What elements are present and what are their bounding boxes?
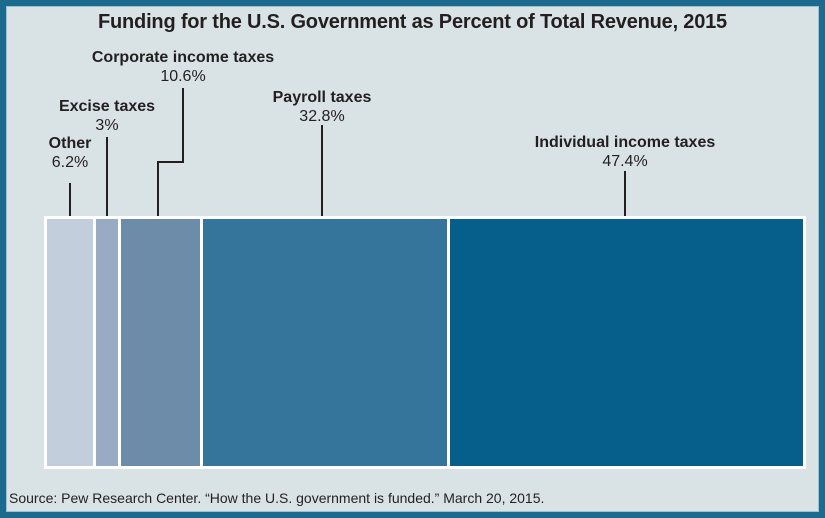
- bar-segment-payroll-taxes: [203, 219, 448, 466]
- leader-line-payroll-taxes: [321, 125, 323, 216]
- label-individual-income-taxes-value: 47.4%: [602, 153, 648, 170]
- label-other-value: 6.2%: [51, 154, 89, 171]
- leader-line-corporate-upper: [182, 88, 184, 163]
- label-corporate-income-taxes-name: Corporate income taxes: [91, 49, 275, 66]
- label-other-name: Other: [48, 135, 92, 152]
- label-excise-taxes: Excise taxes 3%: [59, 97, 155, 135]
- label-payroll-taxes: Payroll taxes 32.8%: [273, 88, 372, 126]
- leader-line-other: [69, 183, 71, 216]
- leader-line-excise-taxes: [106, 137, 108, 216]
- bar-segment-individual-income-taxes: [450, 219, 803, 466]
- leader-line-individual-income-taxes: [624, 171, 626, 216]
- leader-line-corporate-lower: [157, 161, 159, 216]
- label-corporate-income-taxes: Corporate income taxes 10.6%: [92, 48, 274, 86]
- label-excise-taxes-value: 3%: [95, 117, 119, 134]
- leader-line-corporate-elbow: [157, 161, 184, 163]
- label-other: Other 6.2%: [49, 134, 92, 172]
- label-payroll-taxes-value: 32.8%: [299, 108, 345, 125]
- bar-segment-corporate-income-taxes: [121, 219, 201, 466]
- label-corporate-income-taxes-value: 10.6%: [160, 68, 206, 85]
- label-individual-income-taxes-name: Individual income taxes: [534, 134, 716, 151]
- label-excise-taxes-name: Excise taxes: [58, 98, 156, 115]
- label-payroll-taxes-name: Payroll taxes: [272, 89, 372, 106]
- chart-title: Funding for the U.S. Government as Perce…: [98, 11, 727, 33]
- bar-segment-other: [47, 219, 94, 466]
- bar-segment-excise-taxes: [96, 219, 119, 466]
- label-individual-income-taxes: Individual income taxes 47.4%: [535, 133, 716, 171]
- source-citation: Source: Pew Research Center. “How the U.…: [9, 490, 545, 506]
- stacked-bar: [44, 216, 806, 469]
